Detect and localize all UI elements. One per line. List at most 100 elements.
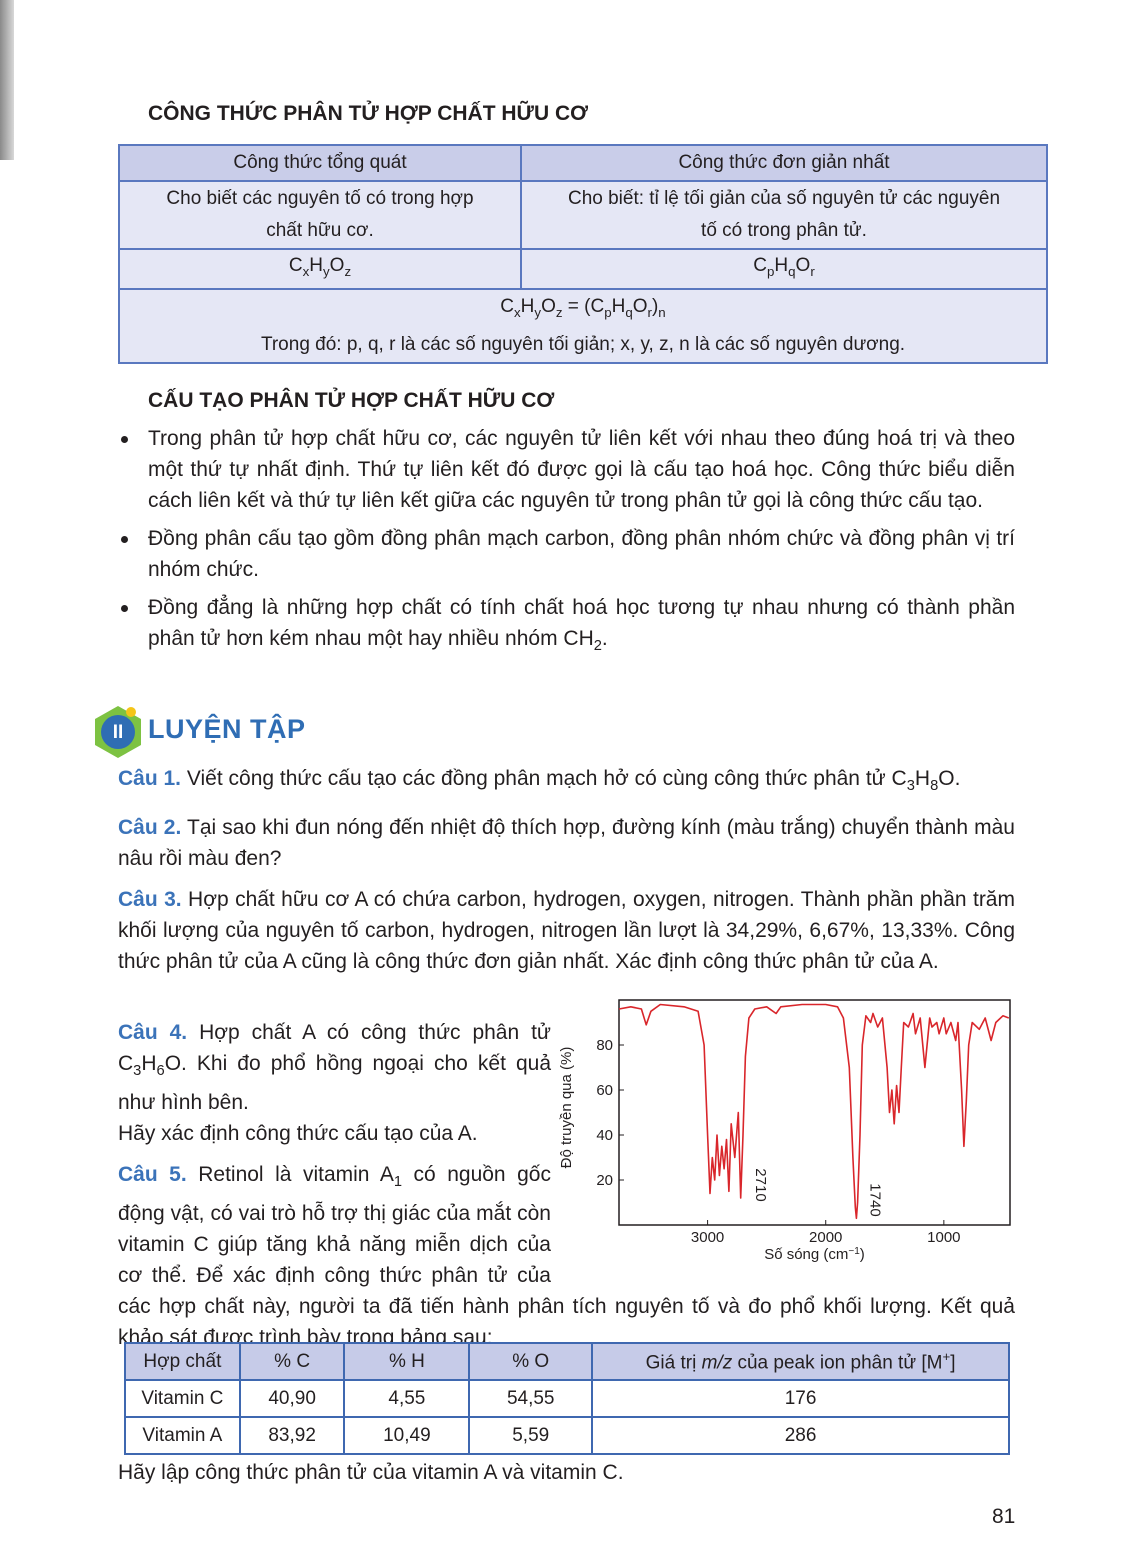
text-run: C: [288, 255, 303, 276]
subscript: 1: [393, 1174, 403, 1191]
subscript: r: [810, 263, 815, 279]
text-run: Hợp chất hữu cơ A có chứa carbon, hydrog…: [118, 888, 1015, 974]
section-title: CẤU TẠO PHÂN TỬ HỢP CHẤT HỮU CƠ: [148, 389, 555, 412]
subscript: 3: [906, 778, 915, 795]
subscript: x: [302, 263, 310, 279]
bullet-item: Đồng phân cấu tạo gồm đồng phân mạch car…: [118, 523, 1015, 585]
text-run: Hợp chất: [143, 1350, 222, 1372]
text-run: Cho biết các nguyên tố có trong hợp chất…: [166, 188, 474, 241]
question: Câu 4. Hợp chất A có công thức phân tử C…: [118, 1017, 1015, 1118]
superscript: +: [942, 1348, 951, 1364]
text-run: % H: [388, 1350, 425, 1372]
text-run: H: [774, 255, 789, 276]
text-run: của peak ion phân tử [M: [732, 1352, 943, 1374]
subscript: z: [555, 304, 563, 320]
question-label: Câu 4.: [118, 1021, 188, 1044]
text-run: ]: [950, 1352, 956, 1374]
practice-badge-icon: II: [95, 706, 141, 758]
x-tick-label: 3000: [691, 1229, 724, 1246]
question-label: Câu 3.: [118, 888, 182, 912]
badge-circle: [101, 715, 135, 749]
question-label: Câu 5.: [118, 1163, 187, 1187]
table-row: CxHyOz CpHqOr: [118, 248, 1048, 290]
subscript: r: [647, 304, 652, 320]
peak-annotation: 2710: [752, 1168, 769, 1201]
table-cell: CxHyOz: [118, 248, 522, 290]
subscript: y: [534, 304, 542, 320]
badge-dot: [126, 707, 136, 717]
text-run: O.: [938, 767, 961, 790]
text-run: Số sóng (cm: [764, 1246, 848, 1263]
page-edge-shade: [0, 0, 14, 160]
text-run: C: [753, 255, 767, 276]
question-label: Câu 1.: [118, 767, 182, 790]
text-run: O: [795, 255, 811, 276]
text-run: H: [520, 295, 535, 317]
table-header: % O: [468, 1342, 594, 1381]
table-cell: Vitamin C: [124, 1379, 241, 1418]
vitamin-table: Hợp chất % C % H % O Giá trị m/z của peak io…: [124, 1342, 1010, 1455]
y-tick-label: 60: [596, 1082, 613, 1099]
practice-title: LUYỆN TẬP: [148, 714, 306, 744]
text-run: Retinol là vitamin A: [198, 1163, 394, 1187]
text-run: % C: [274, 1350, 311, 1372]
table-header: % C: [238, 1342, 346, 1381]
table-header: Hợp chất: [124, 1342, 241, 1381]
question: Câu 1. Viết công thức cấu tạo các đồng p…: [118, 763, 1015, 802]
text-run: O: [632, 295, 648, 317]
subscript: 3: [133, 1063, 142, 1080]
subscript: q: [788, 263, 796, 279]
question: Câu 3. Hợp chất hữu cơ A có chứa carbon,…: [118, 884, 1015, 977]
closing-question: Hãy lập công thức phân tử của vitamin A …: [118, 1461, 624, 1484]
text-run: % O: [512, 1350, 550, 1372]
text-run: Viết công thức cấu tạo các đồng phân mạc…: [186, 767, 907, 790]
subscript: 2: [593, 638, 602, 655]
table-cell: 5,59: [468, 1416, 594, 1455]
spectrum-line: [618, 1003, 1010, 1220]
table-footer-cell: CxHyOz = (CpHqOr)n Trong đó: p, q, r là …: [118, 287, 1048, 364]
subscript: p: [604, 304, 612, 320]
x-tick-label: 1000: [927, 1229, 960, 1246]
table-row: Cho biết các nguyên tố có trong hợp chất…: [118, 180, 1048, 250]
italic-run: m/z: [701, 1352, 733, 1374]
table-cell: 4,55: [343, 1379, 471, 1418]
text-run: O: [541, 295, 556, 317]
text-run: Trong phân tử hợp chất hữu cơ, các nguyê…: [148, 427, 1015, 512]
table-row: Vitamin A 83,92 10,49 5,59 286: [124, 1416, 1010, 1455]
text-run: Đồng phân cấu tạo gồm đồng phân mạch car…: [148, 527, 1015, 581]
subscript: n: [658, 304, 666, 320]
text-run: = (C: [562, 295, 605, 317]
bullet-list: Trong phân tử hợp chất hữu cơ, các nguyê…: [118, 423, 1015, 669]
table-cell: 10,49: [343, 1416, 471, 1455]
questions: 20 40 60 80 3000 2000 1000 2710 1740 Số sóng (cm−…: [118, 999, 1015, 1363]
subscript: q: [625, 304, 633, 320]
y-tick-label: 20: [596, 1172, 613, 1189]
subscript: 6: [156, 1063, 165, 1080]
subscript: x: [514, 304, 521, 320]
subscript: y: [323, 263, 330, 279]
text-run: H: [309, 255, 324, 276]
peak-annotation: 1740: [866, 1183, 883, 1216]
y-axis-label: Độ truyền qua (%): [558, 1047, 575, 1169]
badge-label: II: [113, 722, 124, 743]
text-run: ): [651, 295, 659, 317]
table-header-row: Công thức tổng quát Công thức đơn giản n…: [118, 144, 1048, 182]
table-header-row: Hợp chất % C % H % O Giá trị m/z của peak io…: [124, 1342, 1010, 1381]
text-run: H: [141, 1052, 157, 1075]
table-row: CxHyOz = (CpHqOr)n Trong đó: p, q, r là …: [118, 287, 1048, 364]
text-run: O: [329, 255, 345, 276]
bullet-item: Trong phân tử hợp chất hữu cơ, các nguyê…: [118, 423, 1015, 516]
table-header: Giá trị m/z của peak ion phân tử [M+]: [591, 1342, 1010, 1381]
text-run: H: [914, 767, 931, 790]
text-run: Trong đó: p, q, r là các số nguyên tối g…: [260, 333, 906, 355]
plot-frame: [618, 999, 1011, 1226]
table-cell: Vitamin A: [124, 1416, 241, 1455]
subscript: z: [344, 263, 352, 279]
table-cell: 54,55: [468, 1379, 594, 1418]
table-cell: 176: [591, 1379, 1010, 1418]
question: Câu 2. Tại sao khi đun nóng đến nhiệt độ…: [118, 812, 1015, 874]
table-cell: Cho biết: tỉ lệ tối giản của số nguyên t…: [520, 180, 1048, 250]
text-run: ): [860, 1246, 865, 1263]
